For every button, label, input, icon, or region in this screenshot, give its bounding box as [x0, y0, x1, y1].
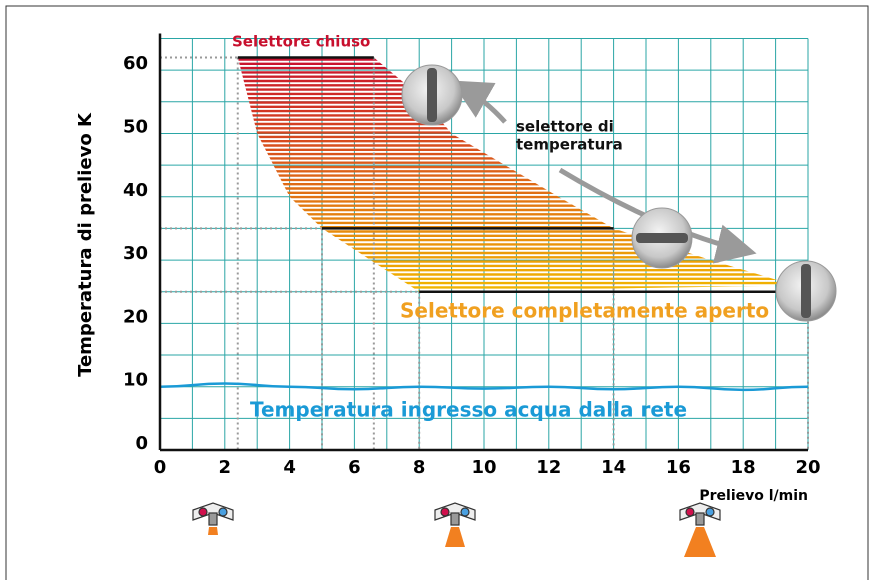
x-tick-label: 8	[413, 457, 426, 478]
y-tick-label: 60	[123, 53, 148, 74]
water-label: Temperatura ingresso acqua dalla rete	[250, 398, 687, 422]
knob	[401, 64, 837, 322]
frame	[5, 5, 869, 584]
x-tick-label: 10	[471, 457, 496, 478]
x-tick-label: 20	[795, 457, 820, 478]
series-label: Selettore chiuso	[232, 33, 370, 51]
x-tick-label: 2	[219, 457, 232, 478]
arrow	[450, 80, 507, 124]
faucet-icons	[192, 502, 721, 557]
x-tick-label: 16	[666, 457, 691, 478]
y-tick-label: 40	[123, 180, 148, 201]
x-tick-label: 18	[731, 457, 756, 478]
x-tick-label: 0	[154, 457, 167, 478]
annotation: temperatura	[516, 136, 623, 154]
x-tick-label: 14	[601, 457, 626, 478]
water-line	[159, 382, 809, 392]
y-tick-label: 30	[123, 243, 148, 264]
x-tick-label: 6	[348, 457, 361, 478]
x-tick-label: 12	[536, 457, 561, 478]
y-tick-label: 10	[123, 370, 148, 391]
y-tick-label: 20	[123, 306, 148, 327]
y-tick-label: 50	[123, 116, 148, 137]
x-tick-label: 4	[283, 457, 296, 478]
y-tick-label: 0	[135, 433, 148, 454]
series-label: Selettore completamente aperto	[400, 299, 769, 323]
annotation: selettore di	[516, 118, 614, 136]
y-axis-label: Temperatura di prelievo K	[75, 112, 96, 377]
x-axis-label: Prelievo l/min	[699, 488, 808, 504]
